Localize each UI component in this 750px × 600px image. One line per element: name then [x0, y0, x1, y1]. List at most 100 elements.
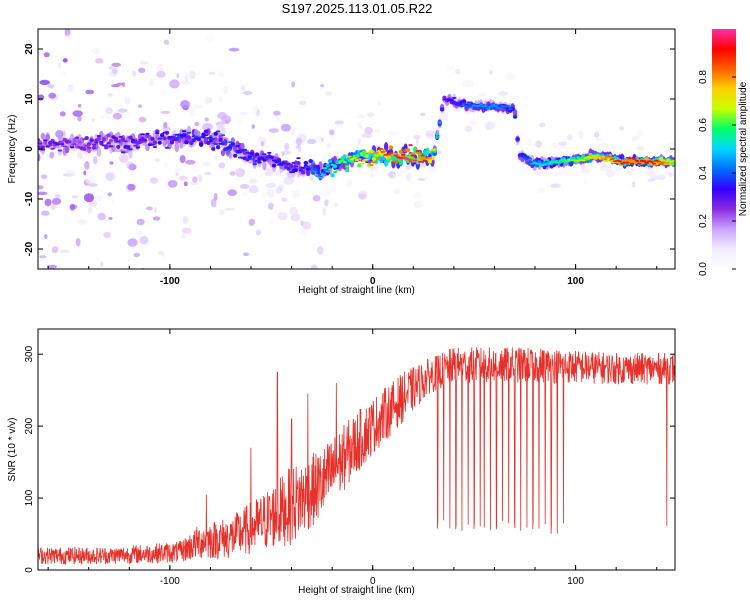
spectrogram-noise-blob: [595, 137, 603, 142]
spectrogram-ridge-cell: [398, 149, 403, 154]
spectrogram-noise-blob: [100, 261, 104, 267]
spectrogram-ridge-cell: [335, 169, 340, 172]
spectrogram-noise-blob: [417, 177, 426, 182]
spectrogram-noise-blob: [138, 116, 147, 123]
spectrogram-ridge-cell: [308, 159, 313, 163]
spectrogram-noise-blob: [455, 68, 461, 75]
snr-y-tick-label: 0: [24, 567, 35, 573]
spectrogram-ridge-cell: [233, 154, 238, 157]
spectrogram-ridge-cell: [101, 144, 106, 147]
spectrogram-ridge-cell: [508, 108, 513, 111]
spectrogram-noise-blob: [415, 137, 420, 147]
spectrogram-noise-blob: [146, 206, 153, 211]
spectrogram-noise-blob: [179, 175, 188, 181]
spectrogram-ridge-cell: [352, 157, 357, 160]
spectrogram-noise-blob: [109, 161, 114, 165]
spectrogram-ridge-cell: [293, 168, 299, 172]
spectrogram-noise-blob: [261, 138, 265, 146]
spectrogram-ridge-cell: [271, 159, 277, 162]
spectrogram-noise-blob: [112, 112, 122, 120]
spectrogram-noise-blob: [97, 212, 106, 221]
spectrogram-noise-blob: [462, 79, 474, 88]
spectrogram-noise-blob: [111, 198, 115, 205]
spectrogram-ridge-cell: [581, 159, 586, 162]
spectrogram-noise-blob: [406, 173, 412, 182]
spectrogram-noise-blob: [39, 79, 50, 86]
spectrogram-y-label: Frequency (Hz): [7, 115, 18, 184]
spectrogram-ridge-cell: [40, 132, 46, 140]
spectrogram-ridge-cell: [388, 152, 394, 155]
spectrogram-ridge-cell: [374, 151, 379, 154]
spectrogram-ridge-cell: [118, 135, 124, 138]
spectrogram-noise-blob: [169, 79, 180, 89]
spectrogram-noise-blob: [618, 126, 625, 131]
spectrogram-noise-blob: [189, 181, 199, 185]
spectrogram-ridge-cell: [461, 102, 467, 105]
spectrogram-noise-blob: [389, 130, 400, 136]
spectrogram-noise-blob: [156, 63, 164, 73]
spectrogram-ridge-cell: [152, 146, 158, 148]
spectrogram-ridge-cell: [398, 157, 403, 160]
spectrogram-noise-blob: [108, 217, 113, 220]
spectrogram-noise-blob: [181, 227, 192, 234]
spectrogram-noise-blob: [91, 118, 95, 122]
spectrogram-noise-blob: [374, 128, 381, 133]
spectrogram-noise-blob: [99, 20, 106, 28]
spectrogram-noise-blob: [71, 195, 79, 199]
spectrogram-noise-blob: [356, 114, 365, 119]
spectrogram-noise-blob: [138, 67, 146, 74]
spectrogram-noise-blob: [366, 111, 375, 118]
spectrogram-noise-blob: [51, 282, 59, 286]
spectrogram-ridge-cell: [264, 155, 269, 158]
spectrogram-noise-blob: [657, 174, 666, 180]
spectrogram-noise-blob: [550, 183, 561, 188]
spectrogram-noise-blob: [127, 238, 138, 247]
spectrogram-ridge-cell: [94, 141, 99, 144]
spectrogram-ridge-cell: [40, 145, 46, 150]
spectrogram-noise-blob: [139, 235, 149, 245]
spectrogram-ridge-cell: [203, 129, 209, 134]
spectrogram-ridge-cell: [357, 163, 362, 168]
spectrogram-ridge-cell: [486, 107, 491, 110]
spectrogram-noise-blob: [58, 71, 67, 77]
spectrogram-noise-blob: [289, 206, 299, 216]
spectrogram-ridge-cell: [179, 136, 184, 139]
spectrogram-ridge-cell: [381, 150, 386, 153]
spectrogram-noise-blob: [322, 156, 327, 165]
spectrogram-ridge-cell: [347, 155, 352, 158]
spectrogram-noise-blob: [256, 108, 261, 117]
spectrogram-ridge-cell: [84, 144, 89, 147]
spectrogram-ridge-cell: [138, 140, 143, 145]
spectrogram-noise-blob: [188, 107, 196, 117]
spectrogram-noise-blob: [489, 70, 493, 75]
spectrogram-noise-blob: [324, 199, 329, 207]
spectrogram-noise-blob: [185, 74, 189, 82]
spectrogram-ridge-cell: [301, 166, 306, 169]
spectrogram-noise-blob: [357, 122, 362, 129]
spectrogram-ridge-cell: [101, 137, 106, 142]
spectrogram-ridge-cell: [432, 148, 437, 151]
spectrogram-ridge-cell: [425, 147, 430, 155]
spectrogram-ridge-cell: [590, 155, 596, 158]
spectrogram-ridge-cell: [437, 121, 442, 124]
spectrogram-ridge-cell: [194, 129, 199, 137]
spectrogram-ridge-cell: [106, 142, 111, 145]
spectrogram-noise-blob: [88, 183, 98, 187]
spectrogram-ridge-cell: [659, 162, 664, 165]
spectrogram-ridge-cell: [466, 102, 472, 105]
spectrogram-ridge-cell: [296, 161, 301, 165]
spectrogram-ridge-cell: [220, 149, 226, 157]
spectrogram-ridge-cell: [325, 170, 330, 173]
spectrogram-noise-blob: [52, 11, 63, 17]
spectrogram-noise-blob: [149, 177, 159, 184]
spectrogram-ridge-cell: [203, 134, 209, 137]
spectrogram-ridge-cell: [181, 130, 187, 133]
spectrogram-ridge-cell: [72, 140, 77, 145]
spectrogram-x-tick-label: -100: [160, 276, 180, 287]
spectrogram-noise-blob: [334, 202, 338, 207]
spectrogram-noise-blob: [50, 282, 55, 289]
spectrogram-ridge-cell: [464, 105, 469, 108]
spectrogram-ridge-cell: [174, 133, 179, 136]
spectrogram-noise-blob: [637, 128, 643, 138]
spectrogram-noise-blob: [99, 115, 111, 120]
